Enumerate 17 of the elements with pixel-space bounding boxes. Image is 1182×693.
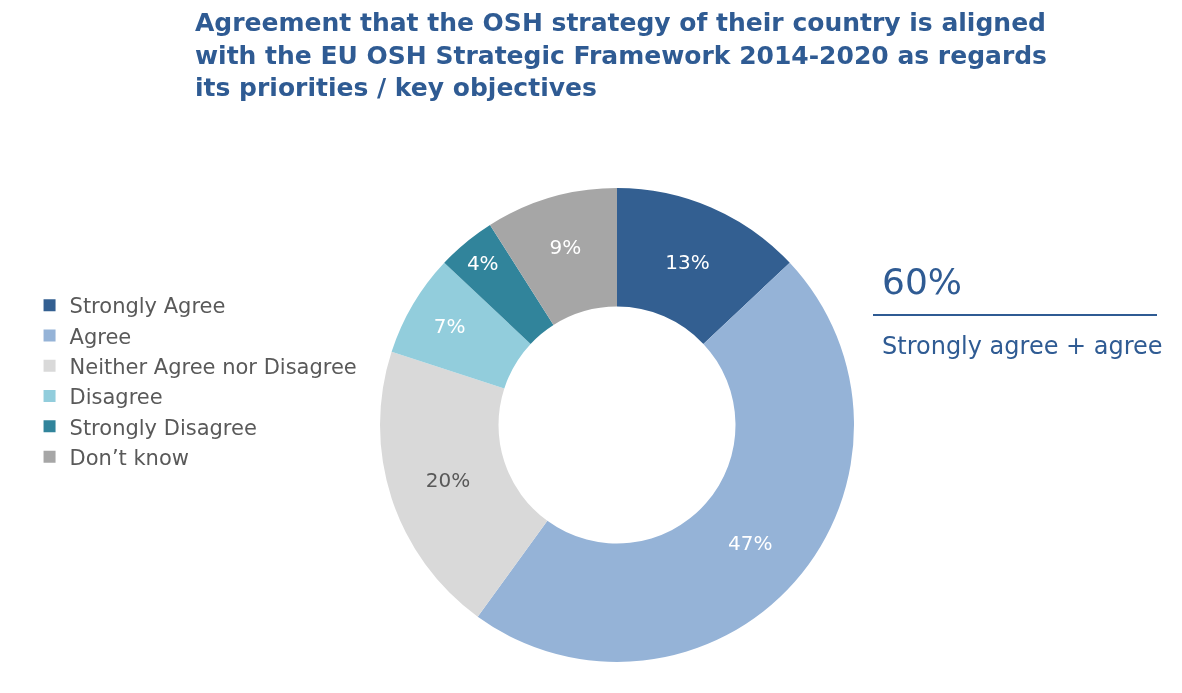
donut-slice — [617, 188, 790, 344]
legend-label: Strongly Agree — [69, 294, 226, 319]
data-label: 9% — [549, 235, 582, 260]
legend-label: Neither Agree nor Disagree — [69, 354, 357, 379]
chart-title: Agreement that the OSH strategy of their country is aligned with the EU OSH Strategic Framework 2014-2020 as regards its priorities / key objectives — [195, 8, 1048, 103]
legend-label: Strongly Disagree — [69, 415, 257, 440]
data-label: 13% — [665, 249, 710, 274]
donut-slice — [380, 351, 548, 617]
legend-label: Disagree — [69, 385, 163, 410]
data-label: 20% — [425, 467, 471, 492]
legend-label: Agree — [69, 324, 132, 349]
data-label: 7% — [433, 313, 466, 338]
data-label: 47% — [728, 530, 773, 555]
text: Strongly agree + agree — [882, 332, 1163, 360]
legend-label: Don’t know — [69, 445, 189, 470]
data-label: 4% — [466, 250, 499, 275]
text: 60% — [882, 261, 963, 302]
